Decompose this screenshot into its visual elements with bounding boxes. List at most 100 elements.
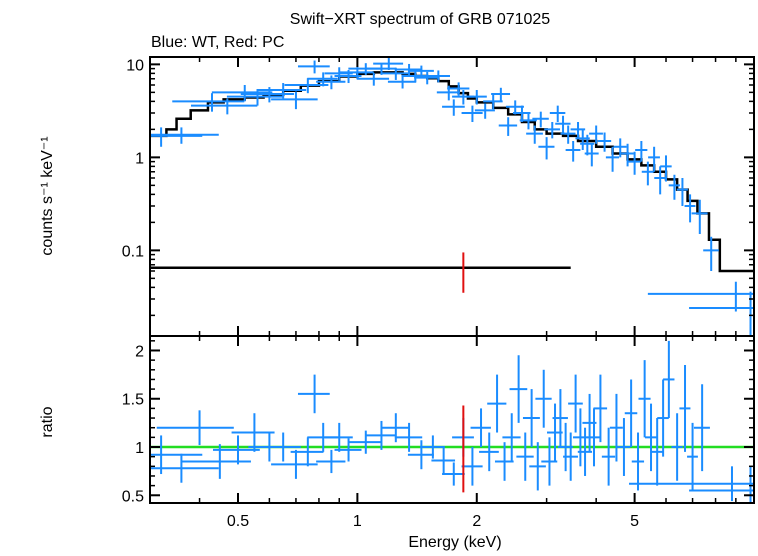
wt-data-point (316, 75, 346, 90)
wt-data-point (190, 98, 258, 115)
wt-data-point (407, 65, 434, 78)
wt-data-point (447, 82, 470, 96)
wt-data-point (641, 161, 654, 186)
wt-data-point (401, 70, 429, 83)
wt-data-point (689, 291, 754, 336)
wt-ratio-point (431, 446, 456, 476)
wt-data-point (172, 93, 245, 112)
wt-ratio-point (156, 410, 234, 446)
wt-data-point (373, 58, 404, 70)
wt-data-point (684, 194, 696, 223)
wt-ratio-point (644, 403, 657, 472)
wt-ratio-point (394, 422, 423, 452)
wt-data-point (565, 140, 581, 162)
wt-data-point (526, 125, 543, 144)
x-tick-label: 2 (472, 513, 481, 530)
x-tick-label: 5 (630, 513, 639, 530)
wt-ratio-point (693, 384, 710, 472)
wt-data-point (297, 60, 330, 74)
chart-title: Swift−XRT spectrum of GRB 071025 (290, 11, 551, 28)
wt-ratio-point (516, 432, 534, 481)
wt-data-point (597, 132, 612, 152)
top-y-tick-label: 0.1 (122, 243, 144, 260)
wt-data-point (660, 155, 672, 182)
wt-data-point (466, 90, 487, 105)
wt-data-point (256, 83, 307, 99)
wt-ratio-point (535, 369, 552, 428)
wt-ratio-point (629, 466, 754, 502)
top-y-axis-label: counts s⁻¹ keV⁻¹ (39, 136, 56, 255)
x-tick-label: 0.5 (227, 513, 249, 530)
wt-ratio-point (461, 447, 483, 486)
wt-data-point (605, 146, 620, 172)
chart-subtitle: Blue: WT, Red: PC (151, 34, 284, 51)
wt-ratio-point (617, 418, 631, 476)
wt-data-point (461, 105, 483, 123)
wt-data-point (357, 72, 390, 86)
top-y-tick-label: 1 (135, 150, 144, 167)
bottom-y-tick-label: 2 (135, 343, 144, 360)
wt-data-point (621, 143, 634, 167)
x-axis-label: Energy (keV) (408, 534, 501, 551)
bottom-y-tick-label: 1.5 (122, 392, 144, 409)
wt-ratio-point (529, 442, 546, 491)
wt-ratio-point (494, 442, 514, 481)
wt-ratio-point (631, 432, 645, 491)
wt-ratio-point (407, 440, 434, 470)
top-panel (150, 58, 754, 336)
bottom-y-tick-label: 1 (135, 440, 144, 457)
bottom-panel (150, 340, 754, 503)
wt-ratio-point (657, 379, 669, 457)
wt-ratio-point (663, 340, 675, 419)
wt-data-point (676, 177, 688, 206)
bottom-panel-frame (149, 335, 755, 504)
wt-ratio-point (213, 435, 260, 465)
wt-ratio-point (671, 413, 683, 481)
top-y-tick-label: 10 (126, 57, 144, 74)
wt-data-point (498, 117, 518, 136)
wt-ratio-point (638, 360, 651, 438)
wt-data-point (150, 127, 219, 144)
wt-ratio-point (568, 374, 583, 433)
wt-data-point (549, 105, 566, 123)
wt-data-point (442, 99, 465, 116)
wt-data-point (414, 71, 440, 85)
wt-data-point (703, 236, 719, 271)
wt-ratio-point (689, 466, 754, 503)
wt-ratio-point (624, 379, 638, 448)
wt-ratio-point (297, 374, 330, 414)
wt-ratio-point (502, 413, 521, 462)
bottom-y-axis-label: ratio (39, 406, 56, 437)
wt-ratio-point (679, 364, 691, 452)
wt-data-point (584, 143, 599, 167)
wt-data-point (560, 125, 576, 144)
wt-data-point (635, 140, 648, 162)
wt-data-point (387, 75, 417, 89)
wt-ratio-point (509, 355, 528, 423)
wt-data-point (150, 127, 203, 147)
wt-ratio-point (442, 462, 465, 486)
wt-data-point (555, 115, 571, 134)
wt-ratio-point (552, 389, 568, 448)
wt-ratio-point (316, 449, 346, 474)
x-tick-label: 1 (353, 513, 362, 530)
wt-data-point (647, 281, 754, 312)
wt-data-point (474, 103, 495, 119)
bottom-y-tick-label: 0.5 (122, 488, 144, 505)
wt-data-point (284, 78, 329, 94)
wt-data-point (491, 87, 511, 102)
wt-data-point (613, 138, 627, 158)
wt-ratio-point (651, 418, 663, 486)
wt-ratio-point (271, 449, 318, 479)
wt-data-point (648, 146, 660, 172)
wt-data-point (654, 166, 666, 195)
wt-data-point (544, 122, 560, 139)
wt-data-point (425, 70, 450, 83)
wt-ratio-point (365, 420, 397, 450)
wt-ratio-point (470, 408, 491, 448)
wt-data-point (483, 94, 503, 110)
wt-ratio-point (290, 437, 324, 467)
wt-data-point (226, 89, 284, 106)
wt-data-point (668, 174, 680, 200)
wt-data-point (519, 112, 537, 130)
